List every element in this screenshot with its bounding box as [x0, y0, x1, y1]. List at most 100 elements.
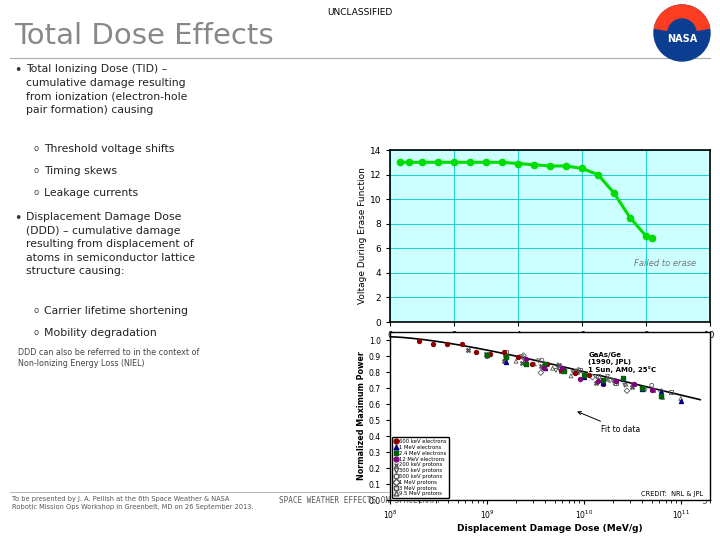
- Point: [520, 360, 531, 369]
- Point: [559, 364, 570, 373]
- Point: [547, 364, 559, 373]
- Text: Leakage currents: Leakage currents: [44, 188, 138, 198]
- Circle shape: [654, 5, 710, 61]
- Legend: 600 keV electrons, 1 MeV electrons, 2.4 MeV electrons, 12 MeV electrons, 200 keV: 600 keV electrons, 1 MeV electrons, 2.4 …: [392, 437, 449, 498]
- Text: 128 Mb Samsung Flash Memory: 128 Mb Samsung Flash Memory: [467, 192, 634, 202]
- Point: [498, 348, 510, 356]
- Point: [608, 376, 620, 384]
- Point: [484, 350, 495, 359]
- Point: [636, 384, 648, 393]
- Text: UNCLASSIFIED: UNCLASSIFIED: [328, 8, 392, 17]
- Point: [598, 379, 609, 387]
- Text: o: o: [34, 328, 39, 337]
- Point: [518, 354, 529, 362]
- Point: [518, 351, 529, 360]
- Point: [555, 366, 567, 375]
- Point: [538, 364, 549, 373]
- Point: [537, 363, 549, 372]
- Point: [480, 349, 492, 358]
- Point: [481, 351, 492, 360]
- Text: •: •: [14, 64, 22, 77]
- Point: [628, 380, 639, 388]
- Point: [587, 373, 598, 381]
- Point: [628, 381, 639, 389]
- Point: [535, 368, 546, 377]
- Point: [657, 393, 668, 402]
- Point: [526, 360, 538, 368]
- Point: [646, 381, 657, 390]
- Point: [656, 392, 667, 400]
- Point: [481, 350, 492, 359]
- Point: [611, 379, 622, 388]
- Text: Threshold voltage shifts: Threshold voltage shifts: [44, 144, 174, 154]
- Point: [470, 347, 482, 356]
- Point: [500, 353, 512, 361]
- Text: o: o: [34, 306, 39, 315]
- Text: •: •: [14, 212, 22, 225]
- Point: [441, 340, 453, 348]
- Point: [620, 380, 631, 388]
- Point: [639, 385, 650, 394]
- Text: o: o: [34, 144, 39, 153]
- Point: [585, 370, 596, 379]
- Point: [481, 352, 492, 361]
- Point: [583, 370, 595, 379]
- Point: [552, 361, 564, 370]
- Text: GaAs/Ge
(1990, JPL)
1 Sun, AM0, 25°C: GaAs/Ge (1990, JPL) 1 Sun, AM0, 25°C: [588, 352, 657, 373]
- Text: o: o: [34, 166, 39, 175]
- Point: [591, 372, 603, 380]
- Text: Displacement Damage Dose
(DDD) – cumulative damage
resulting from displacement o: Displacement Damage Dose (DDD) – cumulat…: [26, 212, 195, 276]
- Point: [590, 379, 601, 387]
- Text: Failed to erase: Failed to erase: [634, 259, 696, 267]
- Point: [675, 397, 687, 406]
- Point: [621, 387, 633, 395]
- Point: [598, 376, 609, 385]
- Point: [578, 373, 590, 381]
- Point: [513, 353, 524, 361]
- Point: [675, 394, 687, 403]
- Text: 9: 9: [702, 496, 708, 506]
- Point: [583, 370, 595, 379]
- Text: Timing skews: Timing skews: [44, 166, 117, 176]
- Point: [572, 366, 584, 374]
- Point: [626, 382, 638, 391]
- Text: DDD can also be referred to in the context of
Non-Ionizing Energy Loss (NIEL): DDD can also be referred to in the conte…: [18, 348, 199, 368]
- Point: [559, 367, 570, 376]
- Point: [592, 372, 603, 381]
- Point: [639, 385, 650, 394]
- Point: [462, 346, 473, 354]
- Text: Fit to data: Fit to data: [578, 411, 640, 434]
- Text: o: o: [34, 188, 39, 197]
- Point: [619, 381, 631, 390]
- Text: Mobility degradation: Mobility degradation: [44, 328, 157, 338]
- Point: [574, 366, 585, 375]
- Point: [617, 374, 629, 382]
- Text: Carrier lifetime shortening: Carrier lifetime shortening: [44, 306, 188, 316]
- Point: [428, 340, 439, 349]
- Point: [567, 368, 579, 377]
- Point: [570, 369, 581, 378]
- Point: [554, 364, 566, 373]
- Point: [510, 357, 522, 366]
- Point: [500, 352, 512, 361]
- Point: [609, 379, 621, 388]
- Point: [541, 360, 552, 368]
- Point: [498, 357, 510, 366]
- Text: Total Ionizing Dose (TID) –
cumulative damage resulting
from ionization (electro: Total Ionizing Dose (TID) – cumulative d…: [26, 64, 187, 115]
- Point: [500, 356, 511, 365]
- Point: [500, 357, 512, 366]
- Point: [517, 359, 528, 367]
- Point: [539, 364, 551, 373]
- Point: [665, 387, 677, 396]
- Point: [574, 375, 585, 383]
- Point: [520, 354, 531, 363]
- Point: [602, 373, 613, 381]
- Y-axis label: Voltage During Erase Function: Voltage During Erase Function: [358, 167, 366, 305]
- Point: [570, 368, 581, 376]
- Point: [554, 361, 565, 369]
- Text: To be presented by J. A. Pellish at the 6th Space Weather & NASA
Robotic Mission: To be presented by J. A. Pellish at the …: [12, 496, 253, 510]
- Point: [572, 367, 583, 376]
- Point: [498, 350, 510, 359]
- Point: [636, 384, 648, 393]
- Point: [604, 376, 616, 384]
